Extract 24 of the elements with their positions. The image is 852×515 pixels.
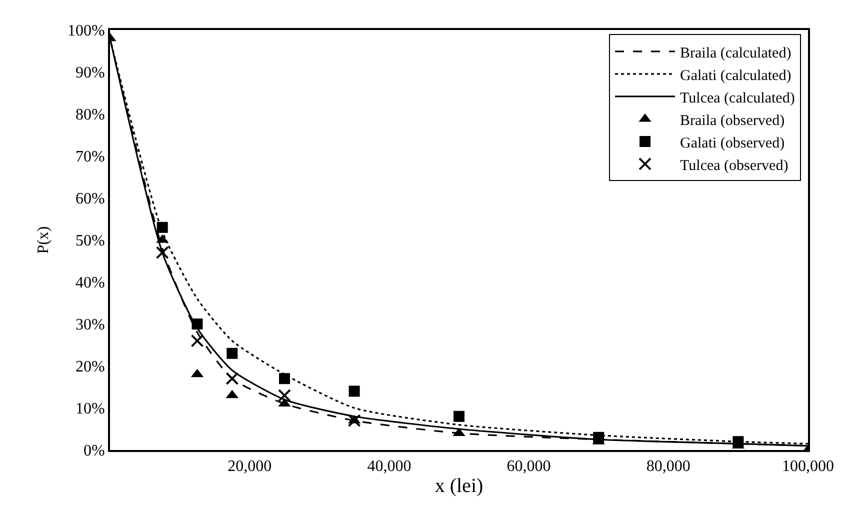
legend-label: Galati (observed) xyxy=(680,135,785,152)
y-tick-label: 90% xyxy=(75,64,105,82)
y-tick-label: 100% xyxy=(67,22,105,40)
y-tick-label: 60% xyxy=(75,190,105,208)
y-tick-label: 10% xyxy=(75,400,105,418)
x-tick-label: 80,000 xyxy=(646,458,690,476)
legend-label: Braila (observed) xyxy=(680,112,785,129)
x-tick-label: 100,000 xyxy=(782,458,834,476)
y-tick-label: 80% xyxy=(75,106,105,124)
y-tick-label: 40% xyxy=(75,274,105,292)
x-axis-title: x (lei) xyxy=(434,475,484,498)
y-tick-label: 70% xyxy=(75,148,105,166)
y-tick-label: 50% xyxy=(75,232,105,250)
x-tick-label: 20,000 xyxy=(228,458,272,476)
legend-label: Tulcea (observed) xyxy=(680,158,788,174)
y-axis-title: P(x) xyxy=(34,226,52,254)
y-tick-label: 30% xyxy=(75,316,105,334)
y-tick-label: 20% xyxy=(75,358,105,376)
x-tick-label: 40,000 xyxy=(367,458,412,476)
legend-label: Braila (calculated) xyxy=(680,45,792,62)
legend-label: Galati (calculated) xyxy=(680,68,792,84)
y-tick-label: 0% xyxy=(83,442,105,460)
legend-label: Tulcea (calculated) xyxy=(680,90,795,106)
x-tick-label: 60,000 xyxy=(506,458,551,476)
